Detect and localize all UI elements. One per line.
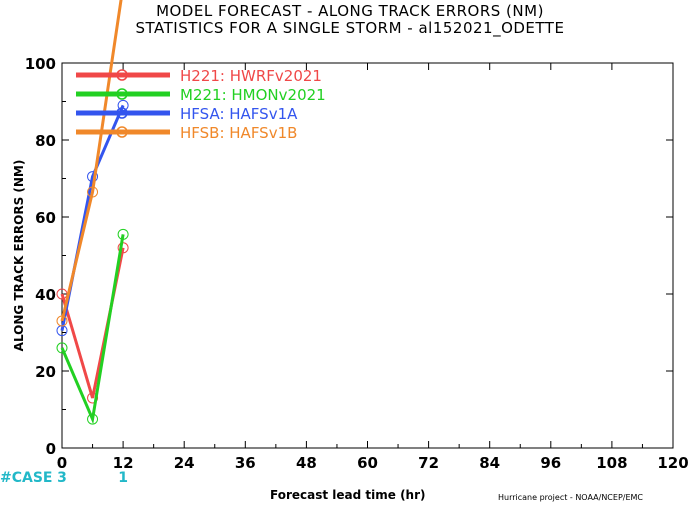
legend-marker xyxy=(116,126,128,138)
x-tick-label: 12 xyxy=(113,454,134,472)
x-axis-label: Forecast lead time (hr) xyxy=(270,488,426,502)
legend-label: HFSB: HAFSv1B xyxy=(180,124,297,142)
x-tick-label: 96 xyxy=(540,454,561,472)
case-count: 1 xyxy=(118,470,128,486)
x-tick-label: 120 xyxy=(657,454,688,472)
case-label: #CASE xyxy=(0,470,53,486)
x-tick-label: 48 xyxy=(296,454,317,472)
series-line xyxy=(60,0,123,322)
x-tick-label: 0 xyxy=(57,454,67,472)
y-tick-label: 60 xyxy=(35,209,56,227)
chart-title: MODEL FORECAST - ALONG TRACK ERRORS (NM) xyxy=(156,2,544,20)
x-tick-label: 36 xyxy=(235,454,256,472)
legend-marker xyxy=(116,107,128,119)
y-tick-label: 40 xyxy=(35,286,56,304)
x-tick-label: 24 xyxy=(174,454,195,472)
legend-label: HFSA: HAFSv1A xyxy=(180,105,298,123)
y-axis-label: ALONG TRACK ERRORS (NM) xyxy=(12,160,26,352)
data-point xyxy=(87,186,99,198)
legend-marker xyxy=(116,88,128,100)
y-tick-label: 80 xyxy=(35,132,56,150)
plot-frame xyxy=(61,62,674,449)
y-tick-label: 0 xyxy=(46,440,56,458)
data-point xyxy=(117,99,129,111)
case-count: 3 xyxy=(57,470,67,486)
legend-marker xyxy=(116,69,128,81)
data-point xyxy=(87,171,99,183)
legend-label: H221: HWRFv2021 xyxy=(180,67,322,85)
legend-label: M221: HMONv2021 xyxy=(180,86,326,104)
data-point xyxy=(56,342,68,354)
y-tick-label: 100 xyxy=(25,55,56,73)
data-point xyxy=(117,228,129,240)
x-tick-label: 108 xyxy=(596,454,627,472)
x-tick-label: 72 xyxy=(418,454,439,472)
credit-text: Hurricane project - NOAA/NCEP/EMC xyxy=(498,493,644,502)
x-tick-label: 84 xyxy=(479,454,500,472)
series-line xyxy=(60,234,125,425)
data-point xyxy=(56,315,68,327)
data-point xyxy=(87,413,99,425)
y-tick-label: 20 xyxy=(35,363,56,381)
series-line xyxy=(60,247,125,399)
x-tick-label: 60 xyxy=(357,454,378,472)
chart-subtitle: STATISTICS FOR A SINGLE STORM - al152021… xyxy=(135,19,565,37)
